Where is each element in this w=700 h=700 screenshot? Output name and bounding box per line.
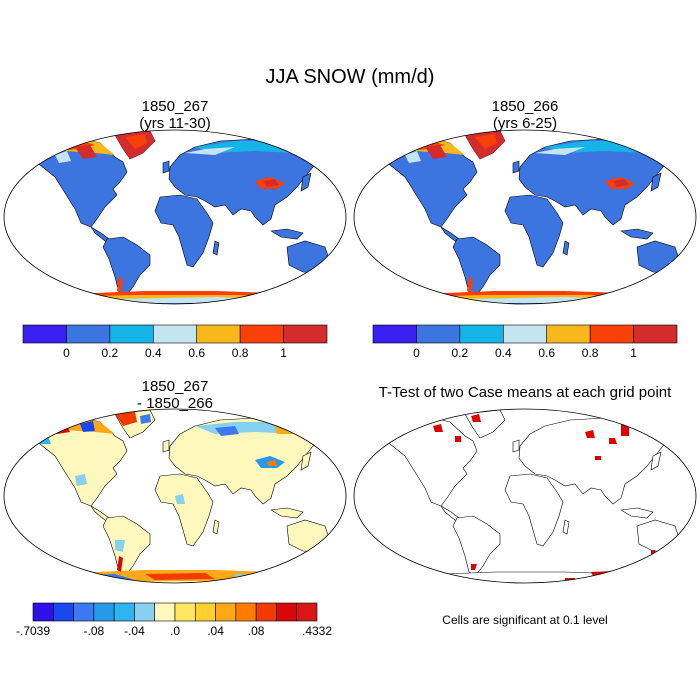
panel4-title: T-Test of two Case means at each grid po… — [378, 384, 672, 401]
colorbar-label: 0 — [413, 346, 420, 360]
map-panel-1 — [3, 129, 347, 305]
panel2-title-line2: (yrs 6-25) — [492, 115, 558, 132]
colorbar-swatch — [93, 602, 115, 622]
colorbar-label: 1 — [630, 346, 637, 360]
colorbar-swatch — [215, 602, 237, 622]
colorbar-swatch — [633, 324, 678, 344]
colorbar-swatch — [109, 324, 154, 344]
colorbar-swatch — [255, 602, 277, 622]
significance-note: Cells are significant at 0.1 level — [442, 613, 608, 627]
colorbar-swatch — [194, 602, 216, 622]
colorbar-label: 0.2 — [102, 346, 119, 360]
colorbar-diff: -.7039 -.08 -.04 .0 .04 .08 .4332 — [16, 602, 332, 638]
colorbar-label: .0 — [170, 624, 180, 638]
colorbar-swatch — [174, 602, 196, 622]
colorbar-swatch — [32, 602, 54, 622]
colorbar-swatch — [296, 602, 318, 622]
panel2-title-line1: 1850_266 — [491, 98, 559, 115]
colorbar-panel-1: 0 0.2 0.4 0.6 0.8 1 — [22, 324, 328, 360]
colorbar-swatch — [502, 324, 548, 344]
colorbar-swatch — [196, 324, 241, 344]
colorbar-swatch — [276, 602, 298, 622]
colorbar-label: 1 — [280, 346, 287, 360]
colorbar-panel-2: 0 0.2 0.4 0.6 0.8 1 — [372, 324, 678, 360]
map-panel-4 — [353, 408, 697, 584]
colorbar-swatch — [113, 602, 135, 622]
colorbar-label: 0.4 — [495, 346, 512, 360]
colorbar-swatch — [459, 324, 504, 344]
colorbar-swatch — [589, 324, 634, 344]
colorbar-label: .04 — [207, 624, 224, 638]
colorbar-swatch — [73, 602, 95, 622]
panel1-title-line2: (yrs 11-30) — [139, 115, 211, 132]
panel3-title-line2: - 1850_266 — [137, 395, 213, 412]
colorbar-swatch — [546, 324, 591, 344]
colorbar-swatch — [372, 324, 417, 344]
colorbar-swatch — [154, 602, 176, 622]
panel2-title: 1850_266 (yrs 6-25) — [425, 98, 625, 132]
colorbar-swatch — [239, 324, 284, 344]
colorbar-label: -.7039 — [16, 624, 50, 638]
colorbar-label: -.08 — [84, 624, 105, 638]
colorbar-label: 0.8 — [232, 346, 249, 360]
colorbar-label: 0.2 — [452, 346, 469, 360]
colorbar-label: .4332 — [302, 624, 332, 638]
map-panel-2 — [353, 129, 697, 305]
colorbar-swatch — [152, 324, 198, 344]
figure-title: JJA SNOW (mm/d) — [265, 66, 435, 88]
colorbar-swatch — [283, 324, 328, 344]
colorbar-label: .08 — [248, 624, 265, 638]
colorbar-label: -.04 — [124, 624, 145, 638]
colorbar-swatch — [22, 324, 67, 344]
panel3-title-line1: 1850_267 — [141, 378, 209, 395]
colorbar-label: 0.6 — [538, 346, 555, 360]
panel1-title-line1: 1850_267 — [141, 98, 209, 115]
colorbar-label: 0.8 — [582, 346, 599, 360]
map-panel-3 — [3, 408, 347, 584]
colorbar-swatch — [134, 602, 156, 622]
panel3-title: 1850_267 - 1850_266 — [75, 378, 275, 412]
colorbar-swatch — [52, 602, 74, 622]
colorbar-swatch — [235, 602, 257, 622]
colorbar-label: 0.6 — [188, 346, 205, 360]
colorbar-label: 0.4 — [145, 346, 162, 360]
colorbar-swatch — [416, 324, 461, 344]
panel1-title: 1850_267 (yrs 11-30) — [75, 98, 275, 132]
colorbar-label: 0 — [63, 346, 70, 360]
colorbar-swatch — [66, 324, 111, 344]
